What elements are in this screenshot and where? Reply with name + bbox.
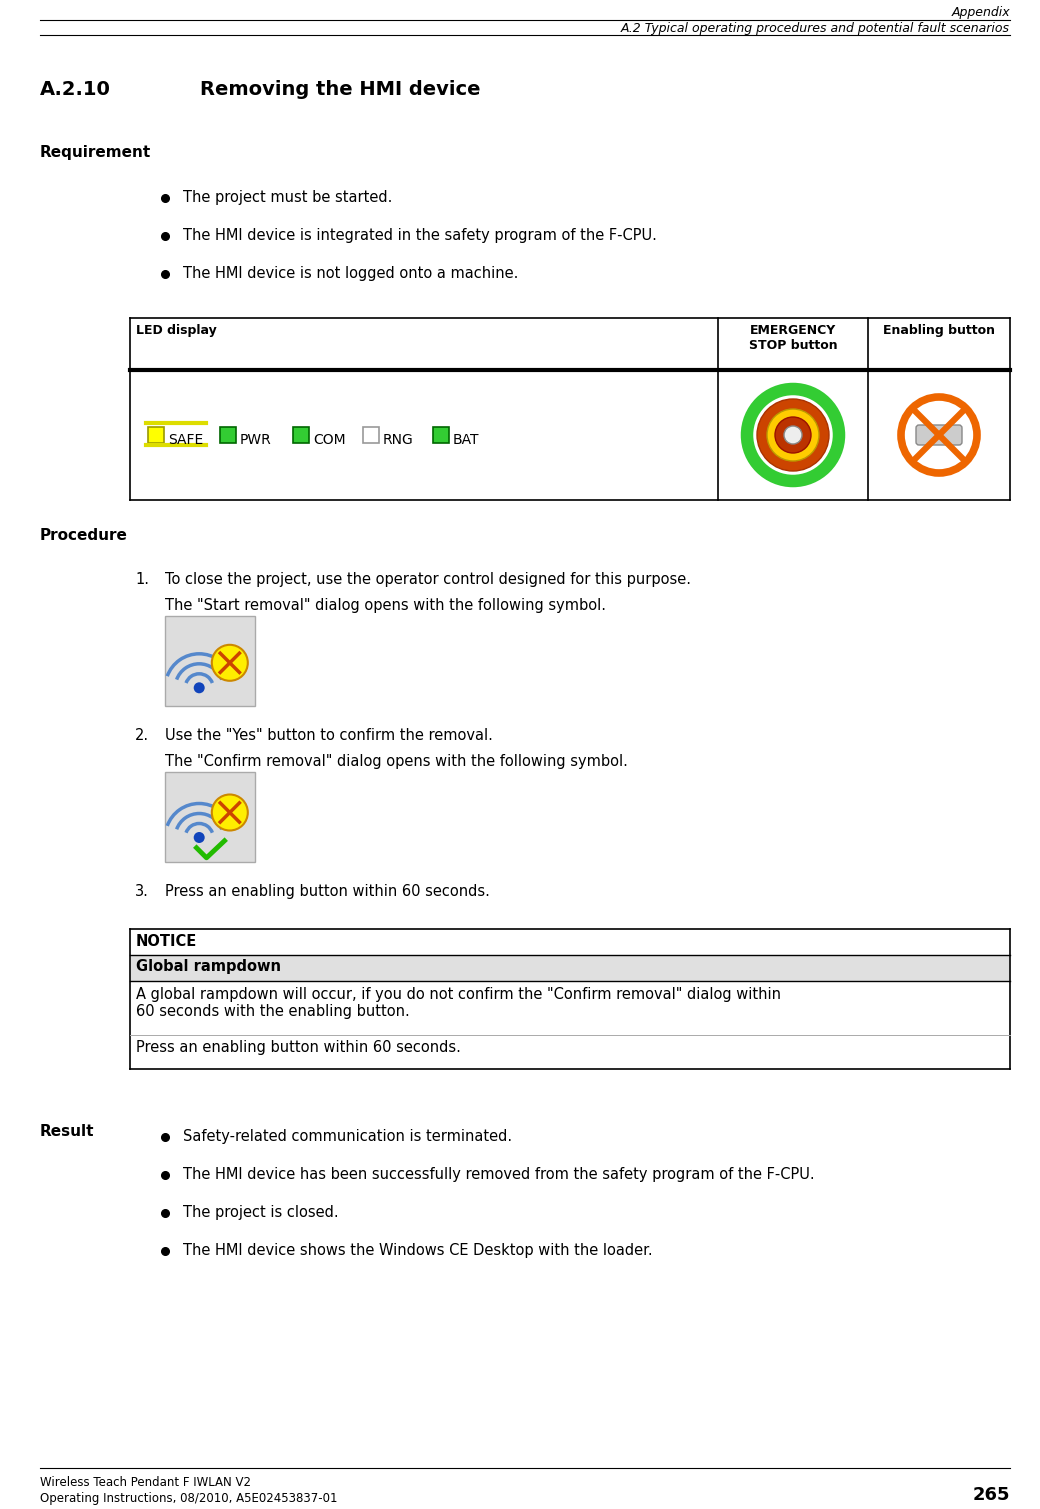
Text: The HMI device is not logged onto a machine.: The HMI device is not logged onto a mach… (183, 266, 518, 281)
Circle shape (768, 409, 820, 462)
Text: A global rampdown will occur, if you do not confirm the "Confirm removal" dialog: A global rampdown will occur, if you do … (136, 987, 781, 1020)
Circle shape (193, 682, 205, 693)
Text: A.2.10: A.2.10 (40, 80, 111, 100)
Text: Operating Instructions, 08/2010, A5E02453837-01: Operating Instructions, 08/2010, A5E0245… (40, 1492, 338, 1504)
Text: The "Confirm removal" dialog opens with the following symbol.: The "Confirm removal" dialog opens with … (165, 754, 628, 770)
Text: Global rampdown: Global rampdown (136, 960, 281, 973)
Text: The project must be started.: The project must be started. (183, 190, 392, 205)
FancyBboxPatch shape (220, 427, 236, 444)
Text: Enabling button: Enabling button (883, 324, 995, 337)
Text: PWR: PWR (240, 433, 271, 447)
Text: BAT: BAT (453, 433, 479, 447)
FancyBboxPatch shape (363, 427, 379, 444)
Text: To close the project, use the operator control designed for this purpose.: To close the project, use the operator c… (165, 572, 691, 587)
Text: Removing the HMI device: Removing the HMI device (200, 80, 480, 100)
FancyBboxPatch shape (165, 616, 255, 706)
Text: The HMI device shows the Windows CE Desktop with the loader.: The HMI device shows the Windows CE Desk… (183, 1243, 653, 1259)
Circle shape (747, 389, 839, 481)
Text: 265: 265 (972, 1486, 1010, 1504)
Text: The project is closed.: The project is closed. (183, 1206, 339, 1219)
Text: 2.: 2. (135, 727, 149, 742)
Text: Press an enabling button within 60 seconds.: Press an enabling button within 60 secon… (136, 1040, 461, 1055)
Circle shape (784, 426, 802, 444)
FancyBboxPatch shape (148, 427, 164, 444)
Text: Wireless Teach Pendant F IWLAN V2: Wireless Teach Pendant F IWLAN V2 (40, 1476, 251, 1489)
Text: NOTICE: NOTICE (136, 934, 198, 949)
Text: SAFE: SAFE (168, 433, 203, 447)
Text: Appendix: Appendix (952, 6, 1010, 20)
Text: EMERGENCY
STOP button: EMERGENCY STOP button (749, 324, 837, 352)
Text: RNG: RNG (383, 433, 414, 447)
Text: Requirement: Requirement (40, 145, 151, 160)
Circle shape (193, 831, 205, 844)
Text: 3.: 3. (135, 884, 149, 899)
Text: The HMI device has been successfully removed from the safety program of the F-CP: The HMI device has been successfully rem… (183, 1166, 814, 1182)
Text: The HMI device is integrated in the safety program of the F-CPU.: The HMI device is integrated in the safe… (183, 228, 657, 243)
FancyBboxPatch shape (916, 426, 962, 445)
Text: The "Start removal" dialog opens with the following symbol.: The "Start removal" dialog opens with th… (165, 598, 606, 613)
Text: A.2 Typical operating procedures and potential fault scenarios: A.2 Typical operating procedures and pot… (621, 23, 1010, 35)
Circle shape (775, 416, 811, 453)
FancyBboxPatch shape (131, 955, 1009, 981)
Text: Result: Result (40, 1124, 95, 1139)
Text: Procedure: Procedure (40, 528, 128, 543)
FancyBboxPatch shape (433, 427, 449, 444)
Text: Press an enabling button within 60 seconds.: Press an enabling button within 60 secon… (165, 884, 490, 899)
FancyBboxPatch shape (293, 427, 309, 444)
Circle shape (757, 398, 829, 471)
FancyBboxPatch shape (165, 773, 255, 862)
Text: LED display: LED display (136, 324, 216, 337)
Circle shape (212, 795, 248, 830)
Text: Safety-related communication is terminated.: Safety-related communication is terminat… (183, 1129, 512, 1144)
Circle shape (212, 644, 248, 681)
Circle shape (901, 397, 977, 472)
Text: Use the "Yes" button to confirm the removal.: Use the "Yes" button to confirm the remo… (165, 727, 493, 742)
Text: 1.: 1. (135, 572, 149, 587)
Text: COM: COM (313, 433, 345, 447)
